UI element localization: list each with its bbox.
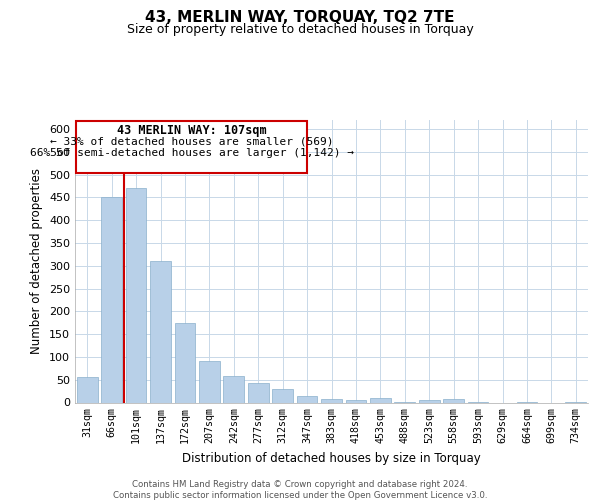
Bar [175, 323, 196, 402]
X-axis label: Distribution of detached houses by size in Torquay: Distribution of detached houses by size … [182, 452, 481, 464]
Bar [199, 362, 220, 403]
Text: 43 MERLIN WAY: 107sqm: 43 MERLIN WAY: 107sqm [117, 124, 266, 136]
Bar [296, 396, 317, 402]
Text: Size of property relative to detached houses in Torquay: Size of property relative to detached ho… [127, 22, 473, 36]
Bar [125, 188, 146, 402]
Bar [419, 400, 440, 402]
Bar [101, 198, 122, 402]
Text: 43, MERLIN WAY, TORQUAY, TQ2 7TE: 43, MERLIN WAY, TORQUAY, TQ2 7TE [145, 10, 455, 25]
Bar [150, 261, 171, 402]
Bar [223, 376, 244, 402]
Bar [370, 398, 391, 402]
FancyBboxPatch shape [76, 121, 307, 174]
Bar [272, 389, 293, 402]
Text: Contains HM Land Registry data © Crown copyright and database right 2024.: Contains HM Land Registry data © Crown c… [132, 480, 468, 489]
Bar [346, 400, 367, 402]
Bar [443, 399, 464, 402]
Bar [77, 378, 98, 402]
Y-axis label: Number of detached properties: Number of detached properties [31, 168, 43, 354]
Bar [248, 384, 269, 402]
Text: 66% of semi-detached houses are larger (1,142) →: 66% of semi-detached houses are larger (… [29, 148, 353, 158]
Text: Contains public sector information licensed under the Open Government Licence v3: Contains public sector information licen… [113, 491, 487, 500]
Text: ← 33% of detached houses are smaller (569): ← 33% of detached houses are smaller (56… [50, 137, 334, 147]
Bar [321, 399, 342, 402]
